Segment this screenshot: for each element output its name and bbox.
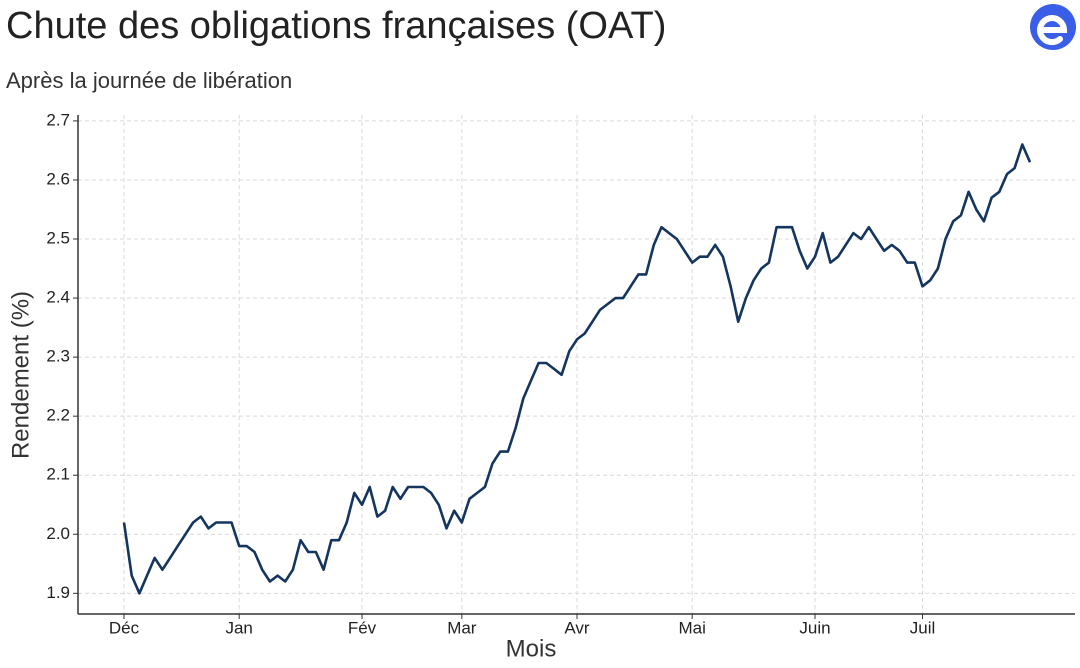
- x-axis-label: Mois: [506, 635, 557, 662]
- y-tick-label: 2.5: [46, 228, 70, 247]
- y-tick-label: 2.3: [46, 347, 70, 366]
- y-tick-label: 2.0: [46, 524, 70, 543]
- x-tick-label: Mar: [447, 618, 477, 637]
- x-tick-label: Juil: [910, 618, 936, 637]
- chart-subtitle: Après la journée de libération: [6, 68, 292, 93]
- chart-title: Chute des obligations françaises (OAT): [6, 5, 666, 47]
- x-tick-label: Déc: [109, 618, 140, 637]
- x-tick-label: Fév: [348, 618, 377, 637]
- y-tick-label: 1.9: [46, 583, 70, 602]
- x-tick-label: Jan: [225, 618, 252, 637]
- x-tick-label: Avr: [564, 618, 590, 637]
- x-tick-label: Mai: [678, 618, 705, 637]
- line: [122, 143, 1032, 595]
- y-tick-label: 2.2: [46, 406, 70, 425]
- y-tick-label: 2.4: [46, 288, 70, 307]
- y-tick-label: 2.7: [46, 110, 70, 129]
- logo: [1030, 4, 1076, 50]
- y-tick-label: 2.6: [46, 169, 70, 188]
- x-tick-label: Juin: [799, 618, 830, 637]
- y-axis-label: Rendement (%): [7, 291, 34, 459]
- y-tick-label: 2.1: [46, 465, 70, 484]
